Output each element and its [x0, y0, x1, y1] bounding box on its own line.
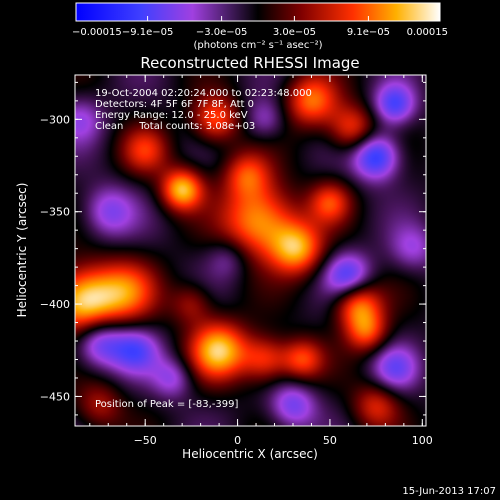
y-axis: −300 −350 −400 −450	[40, 81, 426, 416]
colorbar-tick-label: 0.00015	[407, 27, 448, 38]
heatmap-canvas	[75, 75, 426, 426]
colorbar-tick-label: 9.1e−05	[347, 27, 390, 38]
y-tick-label: −350	[40, 206, 70, 219]
colorbar-gradient	[76, 3, 440, 21]
y-tick-label: −300	[40, 113, 70, 126]
y-axis-label: Heliocentric Y (arcsec)	[15, 183, 29, 318]
colorbar-frame	[75, 2, 441, 22]
colorbar-tick-label: −9.1e−05	[122, 27, 174, 38]
colorbar-tick-label: 3.0e−05	[273, 27, 316, 38]
y-tick-label: −450	[40, 390, 70, 403]
plot-frame	[74, 74, 427, 427]
x-tick-label: −50	[134, 434, 157, 447]
annotation-clean-counts: Clean Total counts: 3.08e+03	[95, 121, 255, 132]
colorbar-tick-label: −3.0e−05	[196, 27, 248, 38]
y-tick-label: −400	[40, 298, 70, 311]
annotation-time-range: 19-Oct-2004 02:20:24.000 to 02:23:48.000	[95, 88, 312, 99]
x-tick-label: 0	[234, 434, 241, 447]
colorbar-tick-label: −0.00015	[72, 27, 122, 38]
timestamp: 15-Jun-2013 17:07	[402, 486, 496, 497]
annotation-detectors: Detectors: 4F 5F 6F 7F 8F, Att 0	[95, 99, 254, 110]
x-axis: −50 0 50 100	[89, 75, 433, 447]
chart-title: Reconstructed RHESSI Image	[140, 54, 359, 72]
heatmap-area	[74, 74, 427, 427]
colorbar-units-label: (photons cm⁻² s⁻¹ asec⁻²)	[193, 40, 322, 51]
x-axis-label: Heliocentric X (arcsec)	[182, 447, 318, 461]
colorbar-ticks: −0.00015 −9.1e−05 −3.0e−05 3.0e−05 9.1e−05 0.…	[72, 16, 448, 38]
colorbar: −0.00015 −9.1e−05 −3.0e−05 3.0e−05 9.1e−05 0.…	[72, 2, 448, 51]
peak-position-label: Position of Peak = [-83,-399]	[95, 399, 239, 410]
annotations: 19-Oct-2004 02:20:24.000 to 02:23:48.000…	[95, 88, 312, 410]
x-tick-label: 100	[412, 434, 433, 447]
annotation-energy-range: Energy Range: 12.0 - 25.0 keV	[95, 110, 248, 121]
x-tick-label: 50	[323, 434, 337, 447]
